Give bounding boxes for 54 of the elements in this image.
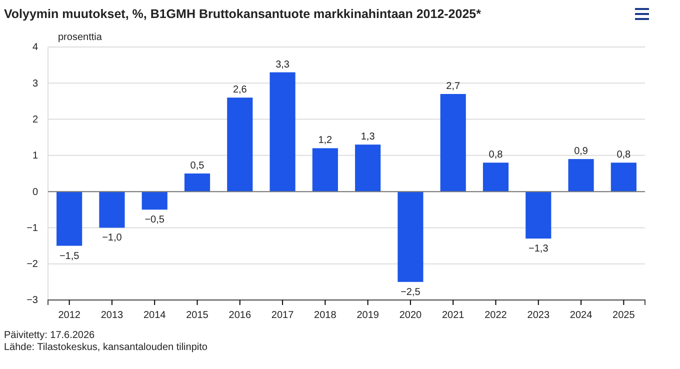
y-tick-label: 1 [32,150,38,162]
bar [526,192,552,239]
data-label: 2,6 [232,84,248,96]
data-label: −0,5 [144,214,165,226]
bar [184,174,210,192]
x-tick-label: 2014 [143,310,166,322]
text: Päivitetty: 17.6.2026 [4,330,96,341]
bar [56,192,82,246]
y-tick-label: −1 [26,222,38,234]
y-axis-title: prosenttia [58,32,102,43]
y-tick-label: 2 [32,114,38,126]
bar [312,148,338,192]
x-tick-label: 2024 [570,310,593,322]
text: Lähde: Tilastokeskus, kansantalouden tilinpito [4,342,208,353]
data-label: 0,8 [488,150,504,161]
bar [142,192,168,210]
data-label: 0,9 [574,146,588,158]
data-label: 1,3 [360,132,376,143]
bar [482,162,509,192]
chart-title: Volyymin muutokset, %, B1GMH Bruttokansantuote markkinahintaan 2012-2025* [4,7,482,21]
y-tick-label: 3 [32,78,38,90]
x-tick-label: 2025 [612,310,636,322]
x-tick-label: 2012 [58,310,81,322]
data-label: −1,5 [59,250,80,262]
bar [270,72,296,192]
data-label: −2,5 [400,286,421,298]
bar [610,162,636,192]
data-label: −1,0 [102,232,122,244]
x-tick-label: 2017 [271,310,294,322]
bar [355,144,381,192]
bar [227,98,253,192]
y-tick-label: 4 [32,42,38,54]
y-tick-label: −3 [26,295,38,306]
data-label: 3,3 [276,59,290,70]
data-label: −1,3 [528,244,549,255]
y-tick-label: 0 [32,186,38,198]
bar [99,192,125,228]
data-label: 2,7 [446,80,460,92]
data-label: 0,5 [190,160,205,172]
x-tick-label: 2021 [442,310,465,322]
x-tick-label: 2013 [100,310,124,322]
bar [398,192,424,282]
x-tick-label: 2023 [527,310,550,322]
x-tick-label: 2016 [228,310,252,322]
data-label: 1,2 [318,135,333,146]
x-tick-label: 2015 [186,310,209,322]
bar [440,94,466,192]
x-tick-label: 2020 [399,310,422,322]
bar [568,159,594,192]
y-tick-label: −2 [26,259,38,270]
x-tick-label: 2022 [484,310,508,322]
x-tick-label: 2019 [356,310,380,322]
data-label: 0,8 [616,150,632,161]
x-tick-label: 2018 [314,310,337,322]
